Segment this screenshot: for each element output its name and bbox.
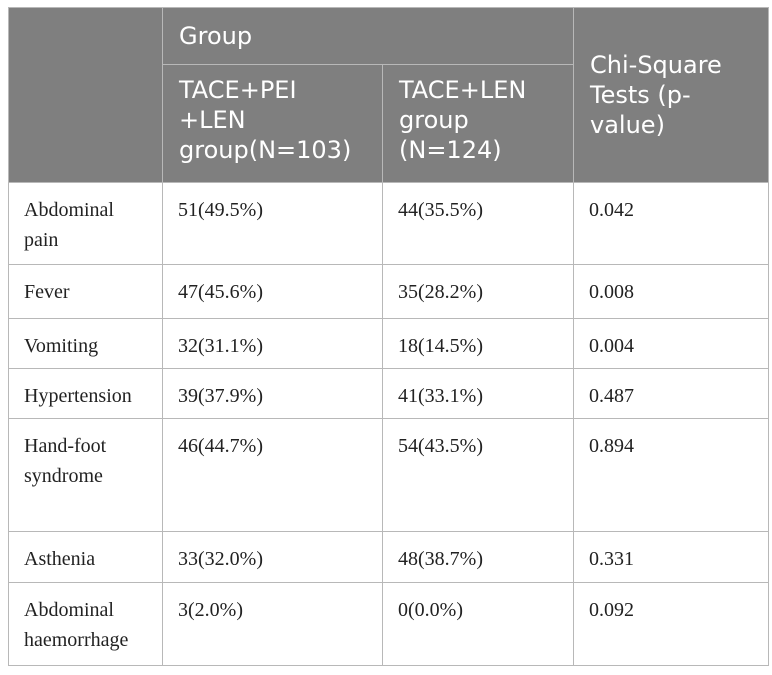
- cell-tace-pei-len: 39(37.9%): [162, 368, 383, 419]
- table-row: Abdominal pain 51(49.5%) 44(35.5%) 0.042: [8, 182, 770, 265]
- header-tace-pei-len-label: TACE+PEI +LEN group(N=103): [179, 76, 352, 164]
- cell-p-value: 0.008: [573, 264, 770, 319]
- row-label-text: Vomiting: [24, 335, 99, 357]
- header-row-columns: TACE+PEI +LEN group(N=103) TACE+LEN grou…: [9, 64, 769, 183]
- cell-p-value: 0.487: [573, 368, 770, 419]
- row-label: Vomiting: [8, 318, 163, 369]
- table-row: Asthenia 33(32.0%) 48(38.7%) 0.331: [8, 531, 770, 583]
- cell-tace-len: 0(0.0%): [381, 582, 575, 666]
- cell-p-value: 0.004: [573, 318, 770, 369]
- row-label-text: Abdominal haemorrhage: [24, 599, 129, 651]
- row-label: Fever: [8, 264, 163, 319]
- cell-tace-len: 35(28.2%): [381, 264, 575, 319]
- cell-tace-pei-len: 32(31.1%): [162, 318, 383, 369]
- cell-tace-len: 48(38.7%): [381, 531, 575, 583]
- cell-p-value: 0.894: [573, 418, 770, 532]
- row-label-text: Abdominal pain: [24, 199, 114, 251]
- cell-p-value: 0.092: [573, 582, 770, 666]
- row-label: Asthenia: [8, 531, 163, 583]
- row-label: Hand-foot syndrome: [8, 418, 163, 532]
- row-label-text: Asthenia: [24, 548, 96, 570]
- cell-tace-pei-len: 33(32.0%): [162, 531, 383, 583]
- header-corner-cell: [8, 7, 163, 183]
- header-tace-pei-len: TACE+PEI +LEN group(N=103): [162, 64, 383, 183]
- header-tace-len-label: TACE+LEN group (N=124): [399, 76, 527, 164]
- table-row: Vomiting 32(31.1%) 18(14.5%) 0.004: [8, 318, 770, 369]
- row-label: Hypertension: [8, 368, 163, 419]
- adverse-events-table: Group Chi-Square Tests (p-value) TACE+PE…: [8, 7, 770, 666]
- header-tace-len: TACE+LEN group (N=124): [381, 64, 575, 183]
- row-label-text: Fever: [24, 281, 70, 303]
- chi-square-header: Chi-Square Tests (p-value): [573, 7, 770, 183]
- cell-tace-len: 54(43.5%): [381, 418, 575, 532]
- row-label: Abdominal haemorrhage: [8, 582, 163, 666]
- cell-tace-len: 44(35.5%): [381, 182, 575, 265]
- header-row-group: Group Chi-Square Tests (p-value): [8, 7, 770, 183]
- cell-tace-pei-len: 47(45.6%): [162, 264, 383, 319]
- cell-p-value: 0.042: [573, 182, 770, 265]
- cell-tace-pei-len: 46(44.7%): [162, 418, 383, 532]
- cell-p-value: 0.331: [573, 531, 770, 583]
- table-row: Hypertension 39(37.9%) 41(33.1%) 0.487: [8, 368, 770, 419]
- cell-tace-len: 18(14.5%): [381, 318, 575, 369]
- table-row: Abdominal haemorrhage 3(2.0%) 0(0.0%) 0.…: [8, 582, 770, 666]
- group-header: Group: [161, 7, 575, 65]
- row-label-text: Hypertension: [24, 385, 132, 407]
- cell-tace-len: 41(33.1%): [381, 368, 575, 419]
- row-label-text: Hand-foot syndrome: [24, 435, 107, 487]
- table-row: Fever 47(45.6%) 35(28.2%) 0.008: [8, 264, 770, 319]
- table-row: Hand-foot syndrome 46(44.7%) 54(43.5%) 0…: [8, 418, 770, 532]
- row-label: Abdominal pain: [8, 182, 163, 265]
- cell-tace-pei-len: 3(2.0%): [162, 582, 383, 666]
- chi-square-header-label: Chi-Square Tests (p-value): [590, 51, 722, 139]
- cell-tace-pei-len: 51(49.5%): [162, 182, 383, 265]
